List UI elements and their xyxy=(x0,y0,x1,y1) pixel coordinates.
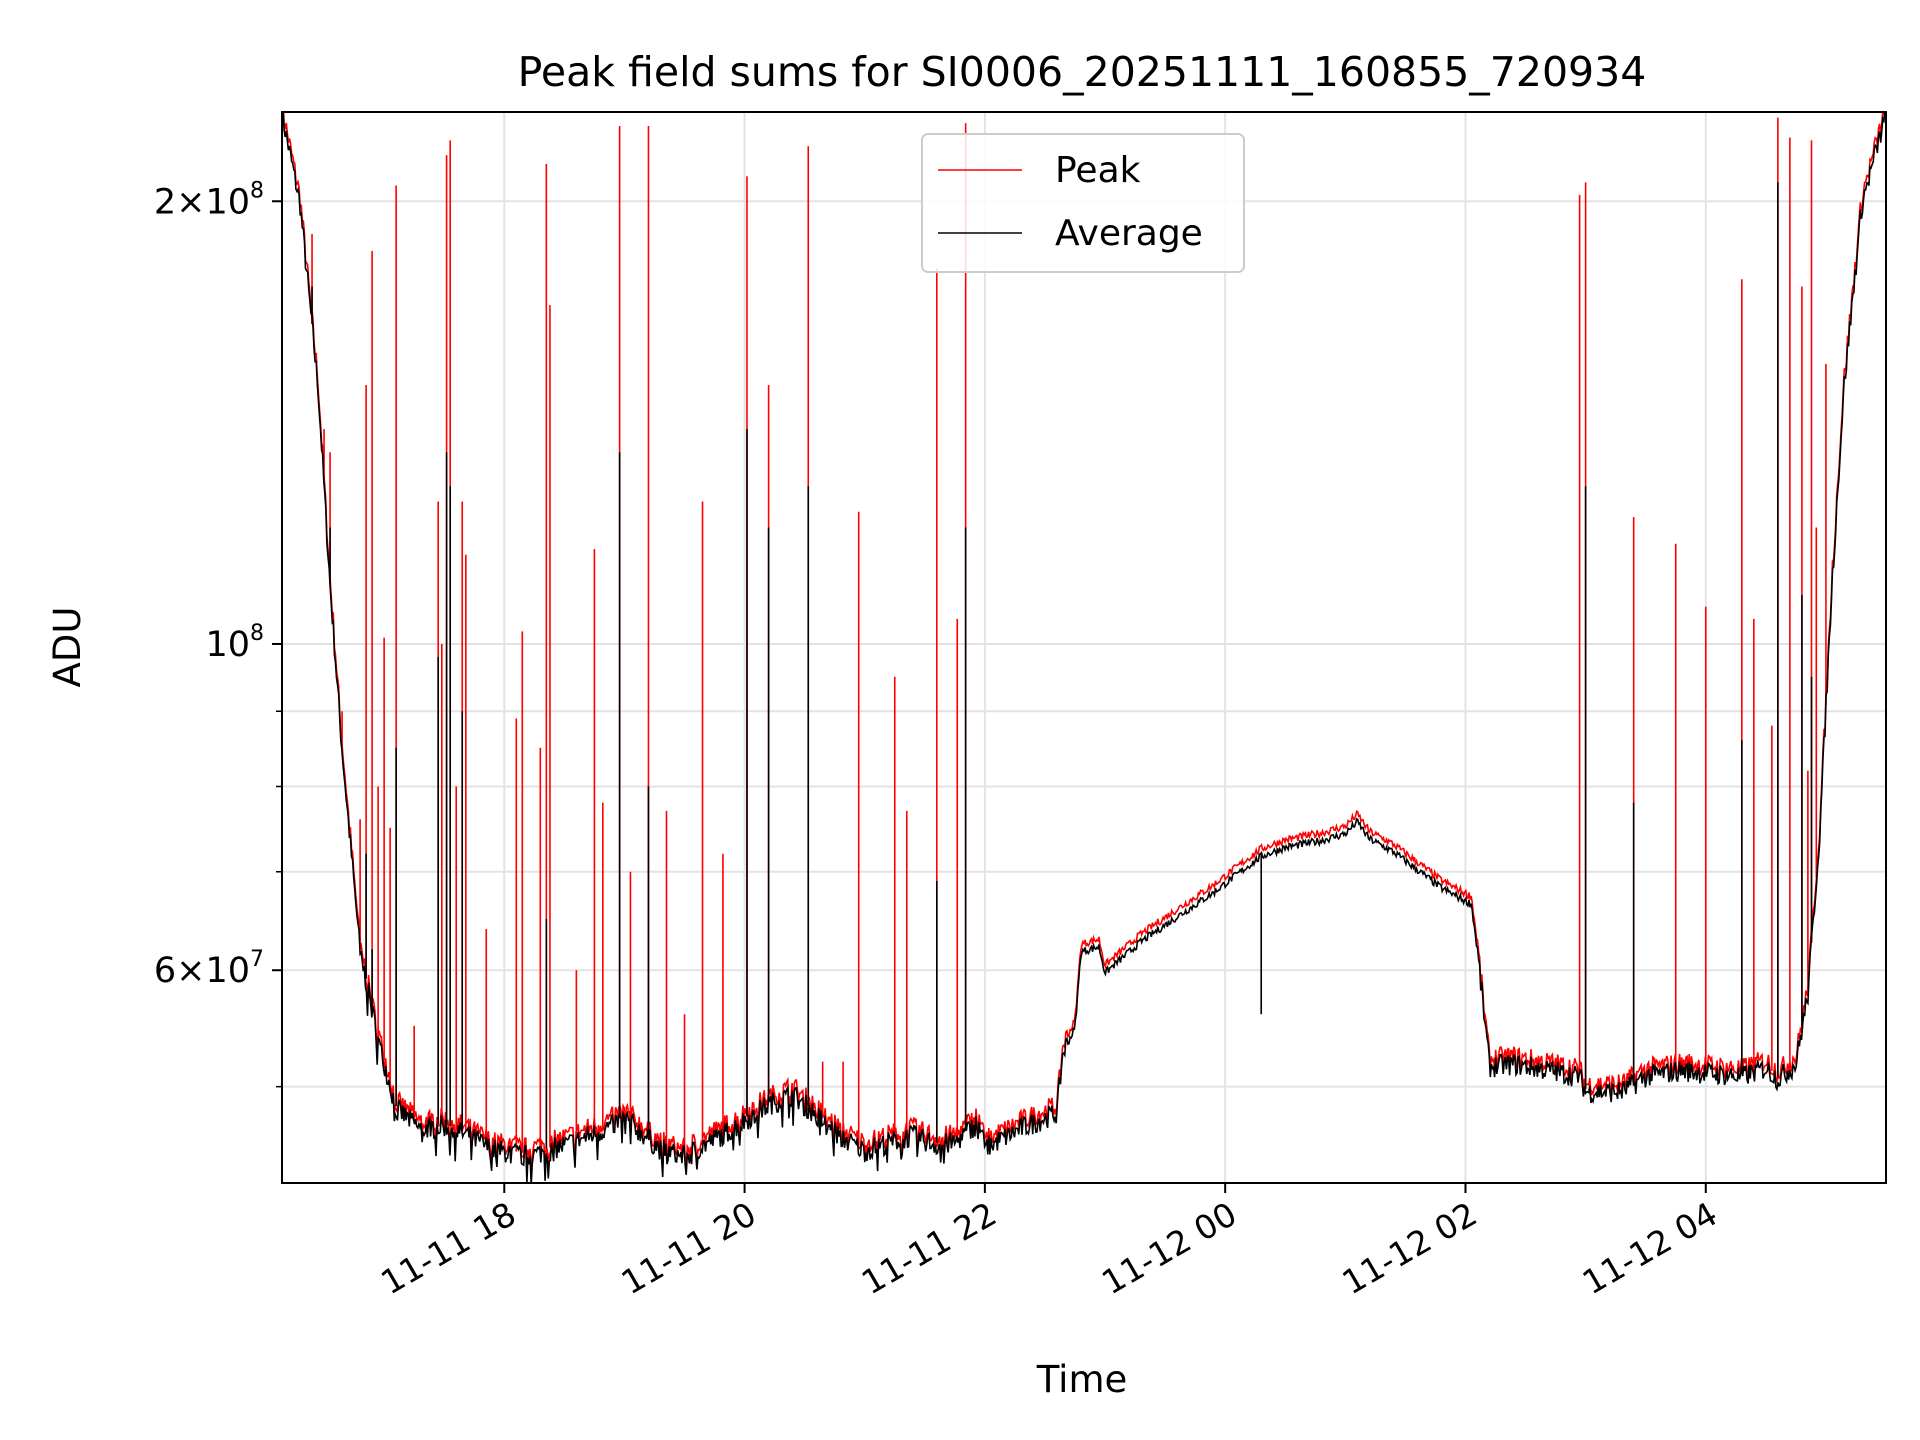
legend-label-peak: Peak xyxy=(1055,150,1141,191)
y-tick-label: 2×108 xyxy=(154,178,264,222)
y-tick-label-base: 2×10 xyxy=(154,182,250,222)
legend-box xyxy=(921,133,1245,273)
y-axis-label: ADU xyxy=(46,607,89,688)
y-tick-label-exponent: 8 xyxy=(250,178,264,203)
legend: Peak Average xyxy=(921,133,1245,273)
y-tick-label: 108 xyxy=(205,621,264,665)
y-tick-label-exponent: 7 xyxy=(250,947,264,972)
axes-frame xyxy=(281,111,1887,1184)
y-tick-label-base: 10 xyxy=(205,625,250,665)
y-tick-label-base: 6×10 xyxy=(154,951,250,991)
legend-label-average: Average xyxy=(1055,213,1203,254)
average-series-line xyxy=(282,112,1886,1183)
y-tick-label: 6×107 xyxy=(154,947,264,991)
y-tick-label-exponent: 8 xyxy=(250,621,264,646)
chart-title: Peak field sums for SI0006_20251111_1608… xyxy=(518,48,1647,96)
peak-series-line xyxy=(282,112,1885,1178)
plot-area xyxy=(282,112,1886,1183)
x-axis-label: Time xyxy=(1036,1358,1128,1401)
